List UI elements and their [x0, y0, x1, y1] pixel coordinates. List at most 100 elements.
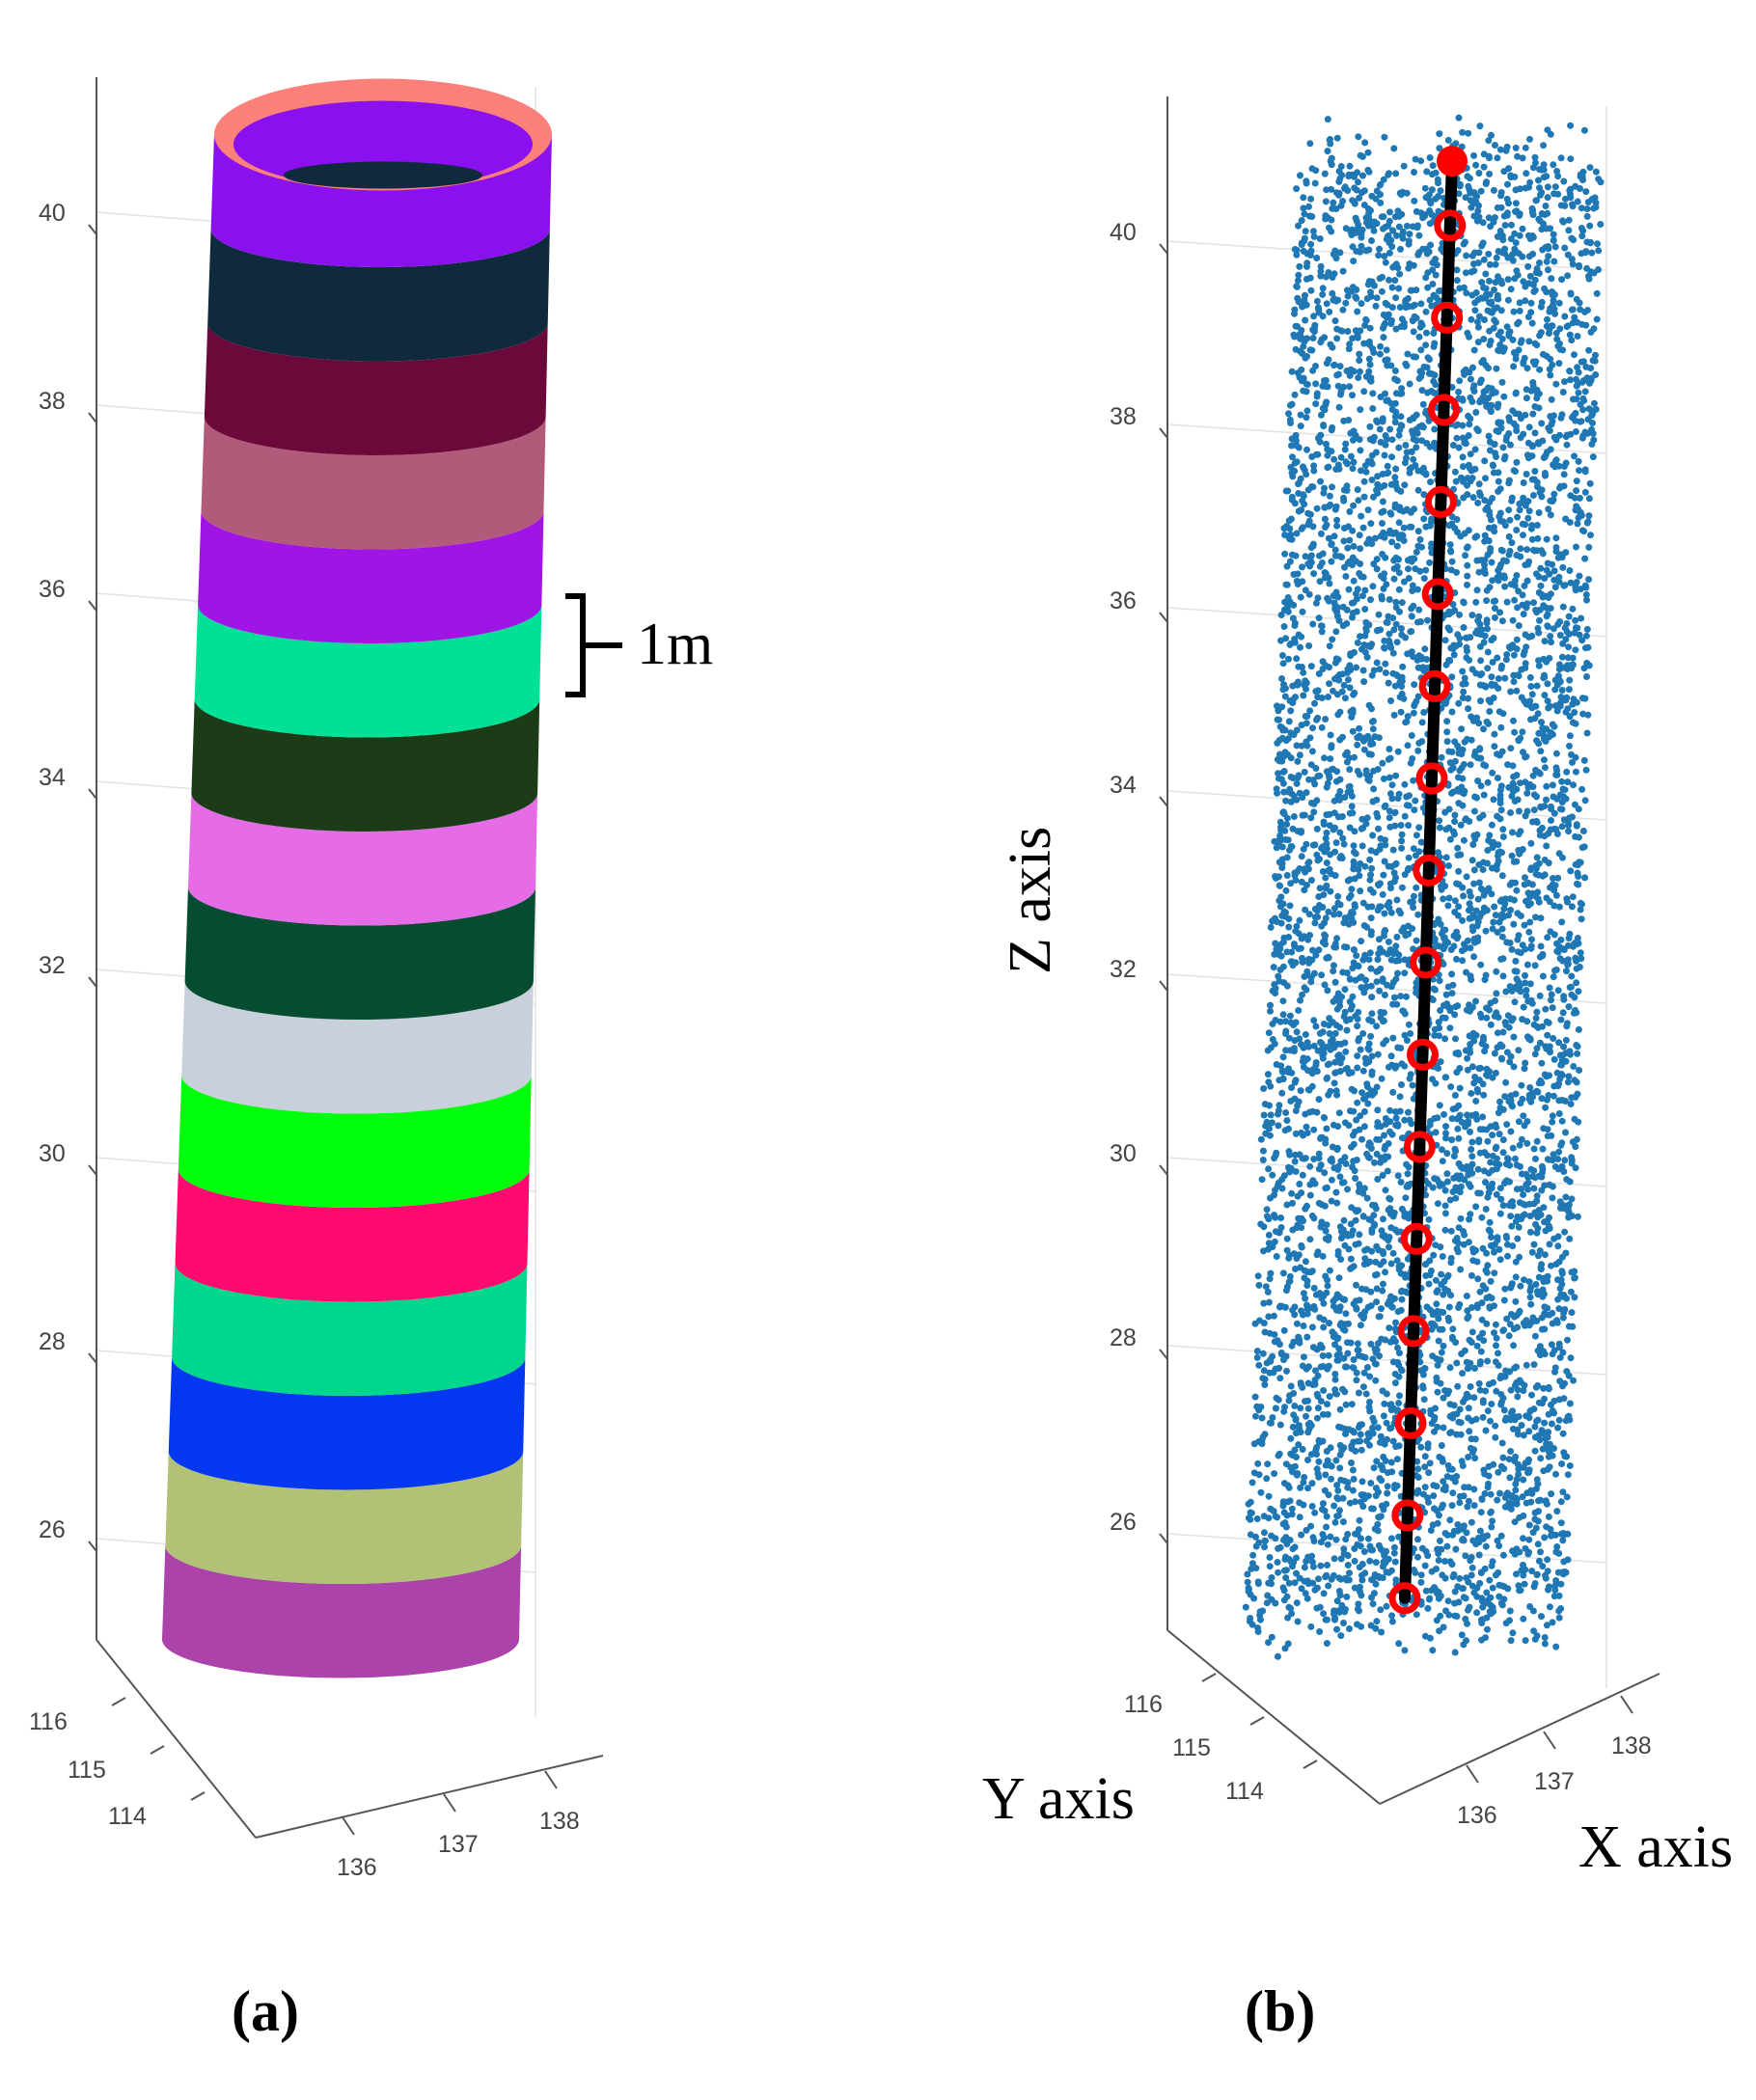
y-tick-label: 115: [1172, 1734, 1211, 1761]
panel-b-axes: [1166, 96, 1660, 1805]
cylinder-segment: [168, 1357, 526, 1490]
x-tick-label-mark: [1543, 1731, 1556, 1750]
panel-a-z-ticks: 26 28 30 32 34 36 38 40: [39, 200, 97, 1552]
z-tick-label-mark: [88, 788, 97, 800]
panel-b: 26 28 30 32 34 36 38 40 116 115 114 136 137 138 Z a…: [982, 96, 1733, 2043]
center-axis-line: [1399, 155, 1458, 1604]
panel-a-segmented-cylinder: [162, 78, 552, 1678]
z-tick-label: 30: [39, 1140, 66, 1167]
z-tick-label: 26: [39, 1516, 66, 1543]
x-tick-label: 136: [1457, 1802, 1497, 1829]
center-axis-point: [1400, 1222, 1433, 1255]
y-tick-label: 115: [68, 1757, 106, 1784]
center-axis-point: [1421, 578, 1454, 611]
z-tick-label-mark: [88, 1352, 97, 1364]
x-tick-label: 137: [1534, 1768, 1575, 1795]
panel-a-axes: [96, 77, 604, 1839]
z-tick-label: 28: [39, 1328, 66, 1355]
z-tick-label-mark: [1159, 1533, 1168, 1544]
panel-b-y-ticks: 116 115 114: [1124, 1673, 1318, 1805]
cylinder-segment: [191, 698, 540, 832]
z-tick-label-mark: [88, 1541, 97, 1552]
cylinder-segment: [201, 417, 546, 550]
z-tick-label: 38: [39, 388, 66, 415]
x-tick-label: 138: [539, 1808, 580, 1835]
z-tick-label-mark: [1159, 612, 1168, 623]
x-tick-label: 136: [337, 1854, 377, 1881]
center-axis-point: [1410, 946, 1442, 979]
z-tick-label: 32: [39, 952, 66, 979]
z-tick-label: 32: [1110, 956, 1137, 983]
scale-label: 1m: [637, 612, 713, 677]
y-tick-label-mark: [111, 1697, 126, 1706]
z-tick-label: 26: [1110, 1509, 1137, 1536]
center-axis-point: [1437, 146, 1468, 177]
z-tick-label-mark: [1159, 980, 1168, 992]
cylinder-segment: [178, 1075, 532, 1208]
y-tick-label: 114: [108, 1803, 147, 1830]
center-axis-point: [1415, 762, 1448, 795]
z-axis-label: Z axis: [998, 827, 1063, 974]
cylinder-inner-bottom: [284, 161, 482, 189]
cylinder-segment: [162, 1545, 522, 1678]
cylinder-segment: [198, 510, 544, 643]
z-tick-label-mark: [88, 412, 97, 423]
center-axis-point: [1394, 1406, 1427, 1439]
panel-b-point-cloud: [1242, 114, 1605, 1660]
panel-b-center-axis: [1388, 146, 1468, 1615]
y-tick-label: 116: [1124, 1691, 1163, 1718]
x-axis-label: X axis: [1578, 1814, 1733, 1880]
panel-a-x-ticks: 136 137 138: [337, 1770, 580, 1881]
center-axis-point: [1407, 1038, 1439, 1071]
x-tick-label-mark: [1466, 1764, 1479, 1784]
cloud-points: [1242, 114, 1605, 1660]
y-tick-label-mark: [1303, 1759, 1318, 1769]
cylinder-segment: [184, 886, 535, 1020]
z-tick-label-mark: [1159, 427, 1168, 439]
z-tick-label: 36: [1110, 587, 1137, 614]
center-axis-point: [1413, 854, 1445, 886]
x-tick-label: 137: [438, 1831, 479, 1858]
panel-b-caption: (b): [1245, 1979, 1315, 2043]
cylinder-segment: [207, 229, 550, 362]
cylinder-segment: [172, 1263, 528, 1396]
cylinder-inner-wall: [233, 100, 533, 188]
center-axis-point: [1403, 1131, 1436, 1163]
z-tick-label: 28: [1110, 1324, 1137, 1351]
y-tick-label-mark: [1201, 1673, 1217, 1682]
z-tick-label-mark: [1159, 243, 1168, 255]
cylinder-segment: [181, 981, 534, 1114]
center-axis-point: [1424, 485, 1457, 518]
z-tick-label: 40: [1110, 219, 1137, 246]
cylinder-segment: [194, 605, 542, 738]
z-tick-label: 36: [39, 576, 66, 603]
x-tick-label: 138: [1611, 1732, 1652, 1759]
center-axis-point: [1418, 669, 1451, 702]
z-tick-label: 34: [39, 764, 66, 791]
center-axis-point: [1397, 1315, 1430, 1348]
z-tick-label-mark: [88, 976, 97, 988]
cylinder-segment: [175, 1169, 530, 1302]
z-tick-label-mark: [88, 600, 97, 612]
z-tick-label-mark: [88, 1164, 97, 1176]
z-tick-label-mark: [1159, 1164, 1168, 1176]
center-axis-point: [1388, 1582, 1421, 1615]
y-axis-label: Y axis: [982, 1766, 1135, 1832]
cylinder-segment: [188, 793, 538, 926]
z-tick-label: 38: [1110, 403, 1137, 430]
panel-a-caption: (a): [232, 1979, 299, 2043]
z-tick-label-mark: [1159, 1349, 1168, 1360]
z-tick-label: 30: [1110, 1140, 1137, 1167]
cylinder-segment: [204, 322, 548, 455]
center-axis-point: [1391, 1499, 1424, 1532]
y-tick-label: 116: [29, 1708, 68, 1735]
y-tick-label: 114: [1225, 1778, 1264, 1805]
x-tick-label-mark: [1620, 1695, 1633, 1714]
y-tick-label-mark: [1249, 1716, 1265, 1726]
center-axis-point: [1431, 301, 1464, 334]
y-tick-label-mark: [150, 1745, 165, 1755]
z-tick-label-mark: [1159, 796, 1168, 807]
